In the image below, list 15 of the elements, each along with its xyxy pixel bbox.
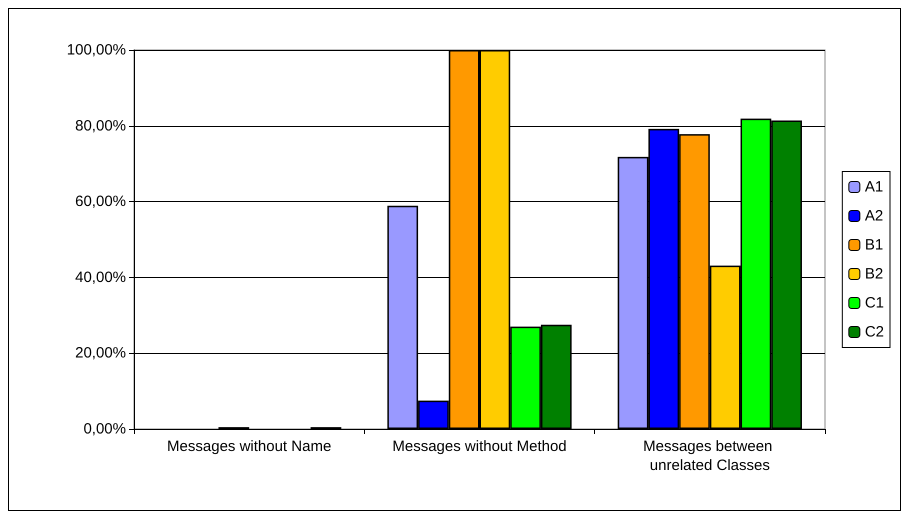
y-tick-label: 100,00% [66, 42, 126, 58]
x-tick-label: Messages without Name [167, 438, 332, 455]
legend-label: B1 [864, 236, 884, 254]
legend-label: A1 [864, 178, 884, 196]
y-tick-label: 0,00% [83, 420, 126, 438]
y-tick-label: 40,00% [75, 268, 126, 286]
y-tick-label: 20,00% [75, 344, 126, 362]
x-tick-label: Messages without Method [392, 438, 567, 455]
legend-label: C1 [864, 294, 884, 312]
legend-label: B2 [864, 266, 884, 282]
y-tick-label: 80,00% [75, 117, 126, 134]
x-tick-label: Messages between unrelated Classes [643, 438, 777, 474]
y-tick-label: 60,00% [75, 193, 126, 210]
legend-label: C2 [864, 324, 884, 340]
legend-label: A2 [864, 208, 884, 224]
